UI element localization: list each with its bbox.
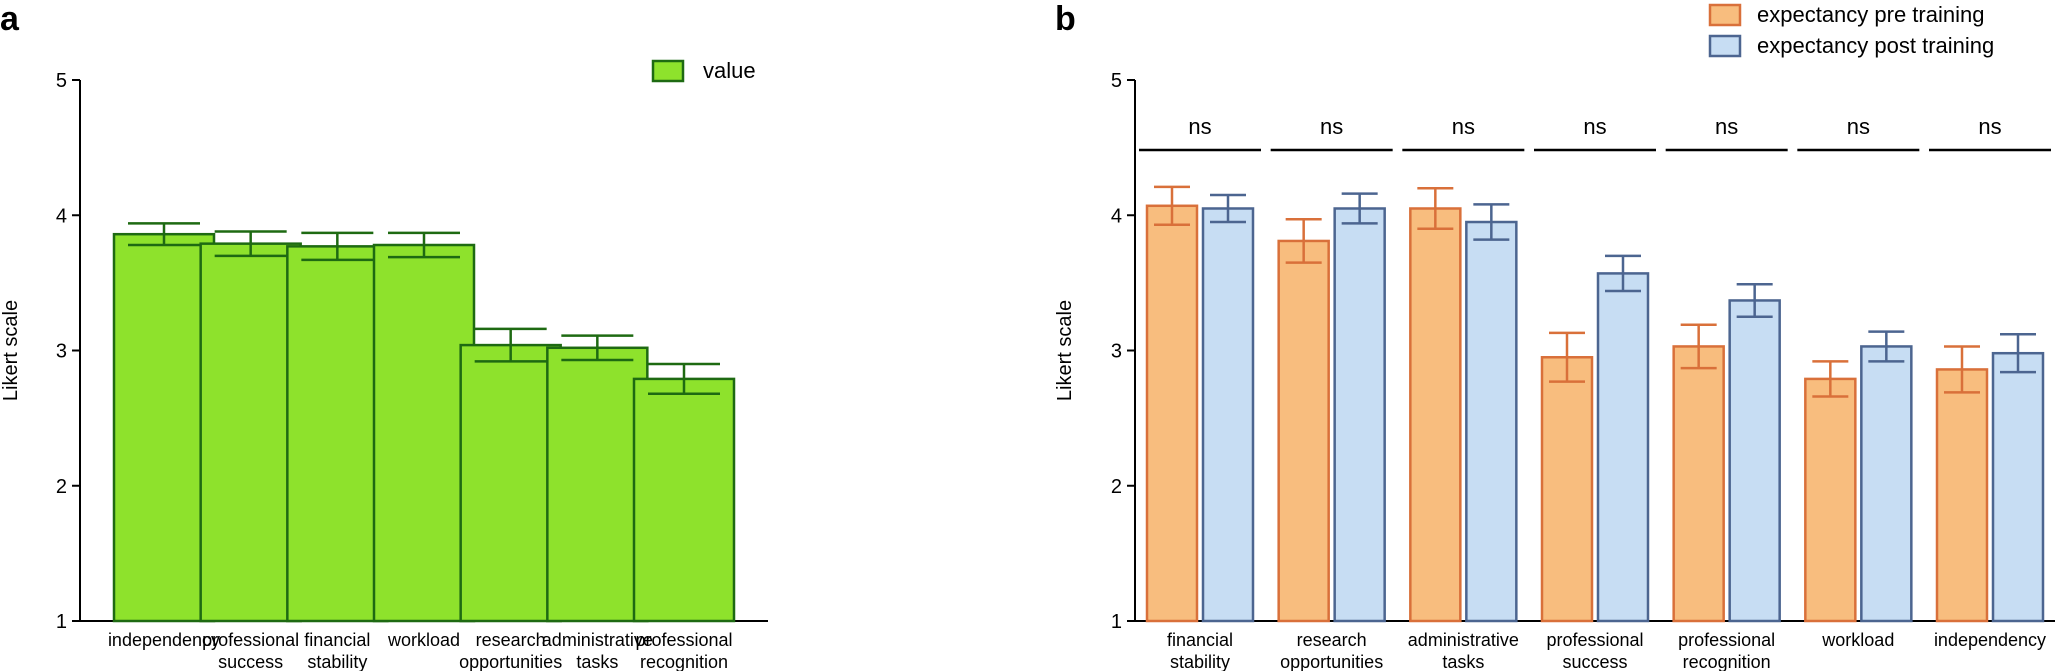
y-tick-label-b-2: 2 [1111,476,1122,498]
bar-b-s1-c1 [1333,207,1386,623]
bar-b-s1-c2 [1465,220,1518,623]
x-tick-label-b-6: independency [1934,630,2046,650]
sig-label-b-1: ns [1320,114,1343,139]
x-tick-label-a-5: administrative tasks [542,630,653,671]
x-tick-label-b-0: financial stability [1167,630,1233,671]
legend-swatch-b-0 [1708,3,1742,27]
x-tick-label-a-6: professional recognition [635,630,732,671]
y-tick-label-a-2: 2 [56,476,67,498]
bar-a-s0-c6 [632,377,736,623]
bar-b-s0-c4 [1672,345,1725,623]
x-tick-label-b-5: workload [1821,630,1894,650]
y-tick-label-b-3: 3 [1111,341,1122,363]
bar-a-s0-c4 [459,343,562,623]
y-tick-label-a-3: 3 [56,341,67,363]
bar-b-s0-c0 [1145,204,1199,623]
sig-label-b-4: ns [1715,114,1738,139]
x-tick-label-b-2: administrative tasks [1408,630,1519,671]
x-tick-label-b-3: professional success [1546,630,1643,671]
x-tick-label-b-1: research opportunities [1280,630,1383,671]
y-tick-label-b-5: 5 [1111,70,1122,92]
y-tick-label-b-4: 4 [1111,205,1122,227]
x-tick-label-b-4: professional recognition [1678,630,1775,671]
bar-b-s1-c3 [1596,272,1650,623]
bar-a-s0-c0 [112,232,216,623]
x-tick-label-a-2: financial stability [304,630,370,671]
y-tick-label-b-1: 1 [1111,611,1122,633]
sig-label-b-5: ns [1847,114,1870,139]
y-tick-label-a-5: 5 [56,70,67,92]
sig-label-b-0: ns [1188,114,1211,139]
bar-a-s0-c1 [199,242,302,623]
bar-b-s0-c5 [1804,377,1857,623]
legend-label-b-0: expectancy pre training [1757,2,1984,27]
y-tick-label-a-1: 1 [56,611,67,633]
bar-b-s0-c1 [1277,239,1330,623]
bar-b-s0-c6 [1935,368,1989,623]
legend-swatch-a-0 [651,59,685,83]
y-axis-title-b: Likert scale [1054,300,1076,401]
bar-b-s0-c2 [1409,207,1462,623]
x-tick-label-a-1: professional success [202,630,299,671]
panel-a-label: a [0,0,20,38]
x-tick-label-a-3: workload [387,630,460,650]
legend-swatch-b-1 [1708,34,1742,58]
y-tick-label-a-4: 4 [56,205,67,227]
panel-b-label: b [1055,0,1076,38]
bar-b-s1-c5 [1860,345,1913,623]
x-tick-label-a-4: research opportunities [459,630,562,671]
sig-label-b-2: ns [1452,114,1475,139]
bar-b-s1-c6 [1991,351,2045,623]
bar-b-s0-c3 [1540,356,1594,623]
legend-label-a-0: value [703,58,756,83]
bar-a-s0-c2 [286,245,389,623]
sig-label-b-6: ns [1978,114,2001,139]
bar-a-s0-c3 [372,243,476,623]
bar-a-s0-c5 [546,346,649,623]
y-axis-title-a: Likert scale [0,300,22,401]
legend-label-b-1: expectancy post training [1757,33,1994,58]
bar-b-s1-c4 [1728,299,1781,623]
sig-label-b-3: ns [1583,114,1606,139]
x-tick-label-a-0: independency [108,630,220,650]
chart-b: 1 2 3 4 5 Likert scale financial stability ns res… [1054,2,2055,671]
bar-b-s1-c0 [1201,207,1255,623]
